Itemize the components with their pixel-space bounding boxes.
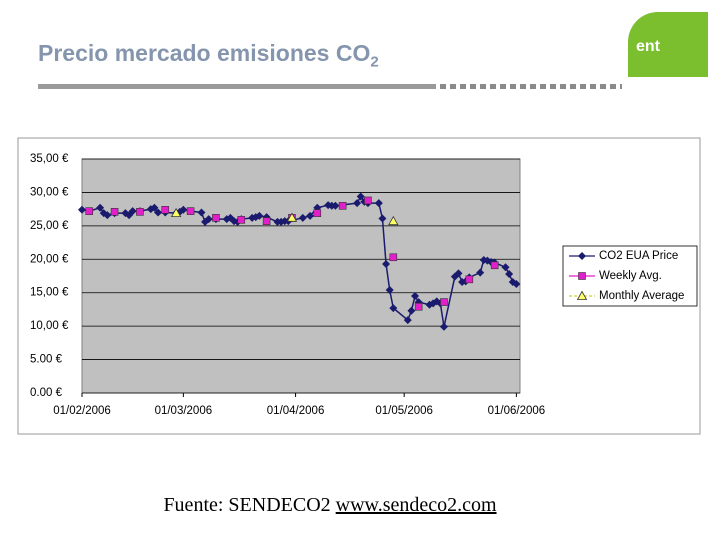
legend-label: CO2 EUA Price bbox=[599, 250, 678, 262]
data-point bbox=[490, 261, 499, 270]
title-dots bbox=[440, 84, 622, 89]
data-point bbox=[150, 203, 159, 212]
data-point bbox=[204, 215, 213, 224]
legend-label: Monthly Average bbox=[599, 290, 684, 302]
data-point bbox=[356, 192, 365, 201]
legend-label: Weekly Avg. bbox=[599, 270, 662, 282]
y-tick-label: 10,00 € bbox=[30, 320, 69, 332]
data-point bbox=[414, 302, 423, 311]
data-point bbox=[403, 316, 412, 325]
y-tick-label: 20,00 € bbox=[30, 253, 69, 265]
data-point bbox=[128, 207, 137, 216]
data-point bbox=[389, 253, 398, 262]
data-point bbox=[186, 207, 195, 215]
title-rule bbox=[38, 84, 436, 89]
data-point bbox=[136, 208, 144, 216]
y-tick-label: 15,00 € bbox=[30, 287, 69, 299]
legend-marker bbox=[576, 290, 588, 300]
source: Fuente: SENDECO2 www.sendeco2.com bbox=[0, 494, 660, 517]
data-point bbox=[103, 211, 112, 220]
plot-area bbox=[81, 158, 521, 394]
data-point bbox=[374, 199, 383, 208]
data-point bbox=[306, 211, 315, 220]
data-point bbox=[161, 206, 170, 214]
data-point bbox=[388, 215, 399, 226]
data-point bbox=[212, 214, 220, 222]
data-point bbox=[237, 216, 246, 224]
y-tick-label: 25,00 € bbox=[30, 220, 69, 232]
data-point bbox=[286, 212, 298, 222]
data-point bbox=[407, 306, 416, 315]
data-point bbox=[298, 213, 307, 222]
data-point bbox=[439, 322, 448, 331]
data-point bbox=[385, 286, 394, 295]
legend-marker bbox=[578, 272, 586, 280]
y-tick-label: 0.00 € bbox=[30, 387, 63, 399]
x-tick-label: 01/02/2006 bbox=[53, 405, 111, 417]
data-point bbox=[170, 207, 182, 218]
data-point bbox=[179, 205, 188, 214]
source-link[interactable]: www.sendeco2.com bbox=[335, 494, 497, 516]
logo: ent bbox=[628, 12, 708, 77]
data-point bbox=[512, 280, 521, 289]
data-point bbox=[197, 208, 206, 217]
x-tick-label: 01/03/2006 bbox=[155, 405, 213, 417]
data-point bbox=[338, 202, 347, 210]
logo-text: ent bbox=[636, 38, 660, 55]
data-point bbox=[255, 211, 264, 220]
data-point bbox=[110, 208, 119, 216]
data-point bbox=[378, 214, 387, 223]
y-tick-label: 35,00 € bbox=[30, 153, 69, 165]
data-point bbox=[501, 263, 510, 272]
title-subscript: 2 bbox=[370, 53, 379, 71]
data-point bbox=[382, 259, 391, 268]
data-point bbox=[465, 275, 474, 284]
data-point bbox=[331, 201, 340, 210]
data-point bbox=[85, 207, 94, 215]
data-point bbox=[454, 269, 463, 278]
data-point bbox=[262, 217, 271, 225]
data-point bbox=[353, 199, 362, 208]
source-label: Fuente: SENDECO2 bbox=[163, 494, 331, 516]
data-point bbox=[78, 205, 86, 214]
data-point bbox=[389, 304, 398, 313]
legend-marker bbox=[578, 252, 586, 260]
y-tick-label: 5.00 € bbox=[30, 354, 63, 366]
data-point bbox=[411, 292, 420, 301]
data-point bbox=[251, 213, 260, 222]
slide-title: Precio mercado emisiones CO2 bbox=[38, 40, 379, 71]
x-tick-label: 01/04/2006 bbox=[267, 405, 325, 417]
data-point bbox=[505, 269, 514, 278]
x-tick-label: 01/05/2006 bbox=[375, 405, 433, 417]
data-point bbox=[313, 209, 322, 217]
data-point bbox=[476, 268, 485, 277]
x-tick-label: 01/06/2006 bbox=[488, 405, 546, 417]
data-point bbox=[440, 298, 448, 306]
data-point bbox=[154, 208, 163, 217]
data-point bbox=[364, 196, 372, 205]
data-point bbox=[96, 203, 105, 212]
title-text: Precio mercado emisiones CO bbox=[38, 40, 371, 66]
y-tick-label: 30,00 € bbox=[30, 186, 69, 198]
